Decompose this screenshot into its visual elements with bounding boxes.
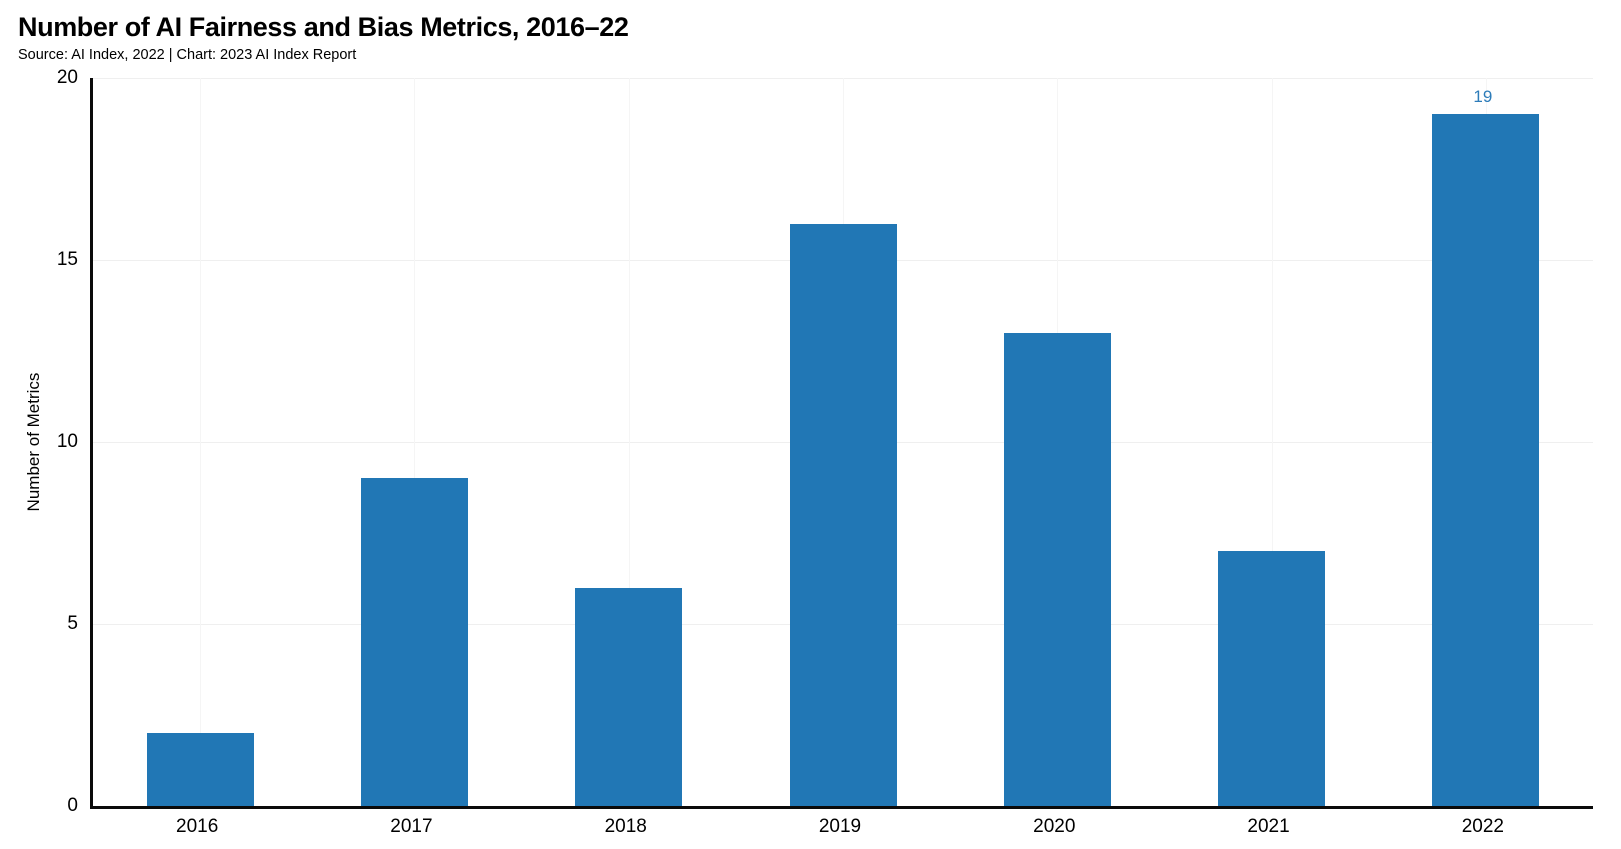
chart-title: Number of AI Fairness and Bias Metrics, … xyxy=(18,12,629,42)
bar-2022 xyxy=(1432,114,1540,806)
y-tick-label: 5 xyxy=(67,613,78,634)
bar-2019 xyxy=(789,223,897,806)
bar-2017 xyxy=(360,478,468,806)
x-tick-label: 2021 xyxy=(1247,816,1290,837)
y-tick-label: 20 xyxy=(56,67,78,88)
x-tick-label: 2018 xyxy=(604,816,647,837)
x-tick-label: 2020 xyxy=(1033,816,1076,837)
y-tick-label: 10 xyxy=(56,431,78,452)
chart-source-caption: Source: AI Index, 2022 | Chart: 2023 AI … xyxy=(18,47,357,63)
plot-area xyxy=(90,78,1593,809)
x-tick-label: 2016 xyxy=(176,816,219,837)
gridline-vertical xyxy=(628,78,630,806)
gridline-vertical xyxy=(414,78,416,806)
x-tick-label: 2017 xyxy=(390,816,433,837)
x-tick-label: 2019 xyxy=(818,816,862,837)
bar-2021 xyxy=(1218,551,1326,806)
bar-2020 xyxy=(1003,332,1111,806)
bar-value-label-2022: 19 xyxy=(1473,87,1493,107)
gridline-vertical xyxy=(200,78,202,806)
gridline-vertical xyxy=(1271,78,1273,806)
x-tick-label: 2022 xyxy=(1461,816,1504,837)
y-tick-label: 0 xyxy=(67,795,78,816)
y-tick-label: 15 xyxy=(56,249,78,270)
bar-2016 xyxy=(146,733,254,806)
bar-2018 xyxy=(575,587,683,806)
